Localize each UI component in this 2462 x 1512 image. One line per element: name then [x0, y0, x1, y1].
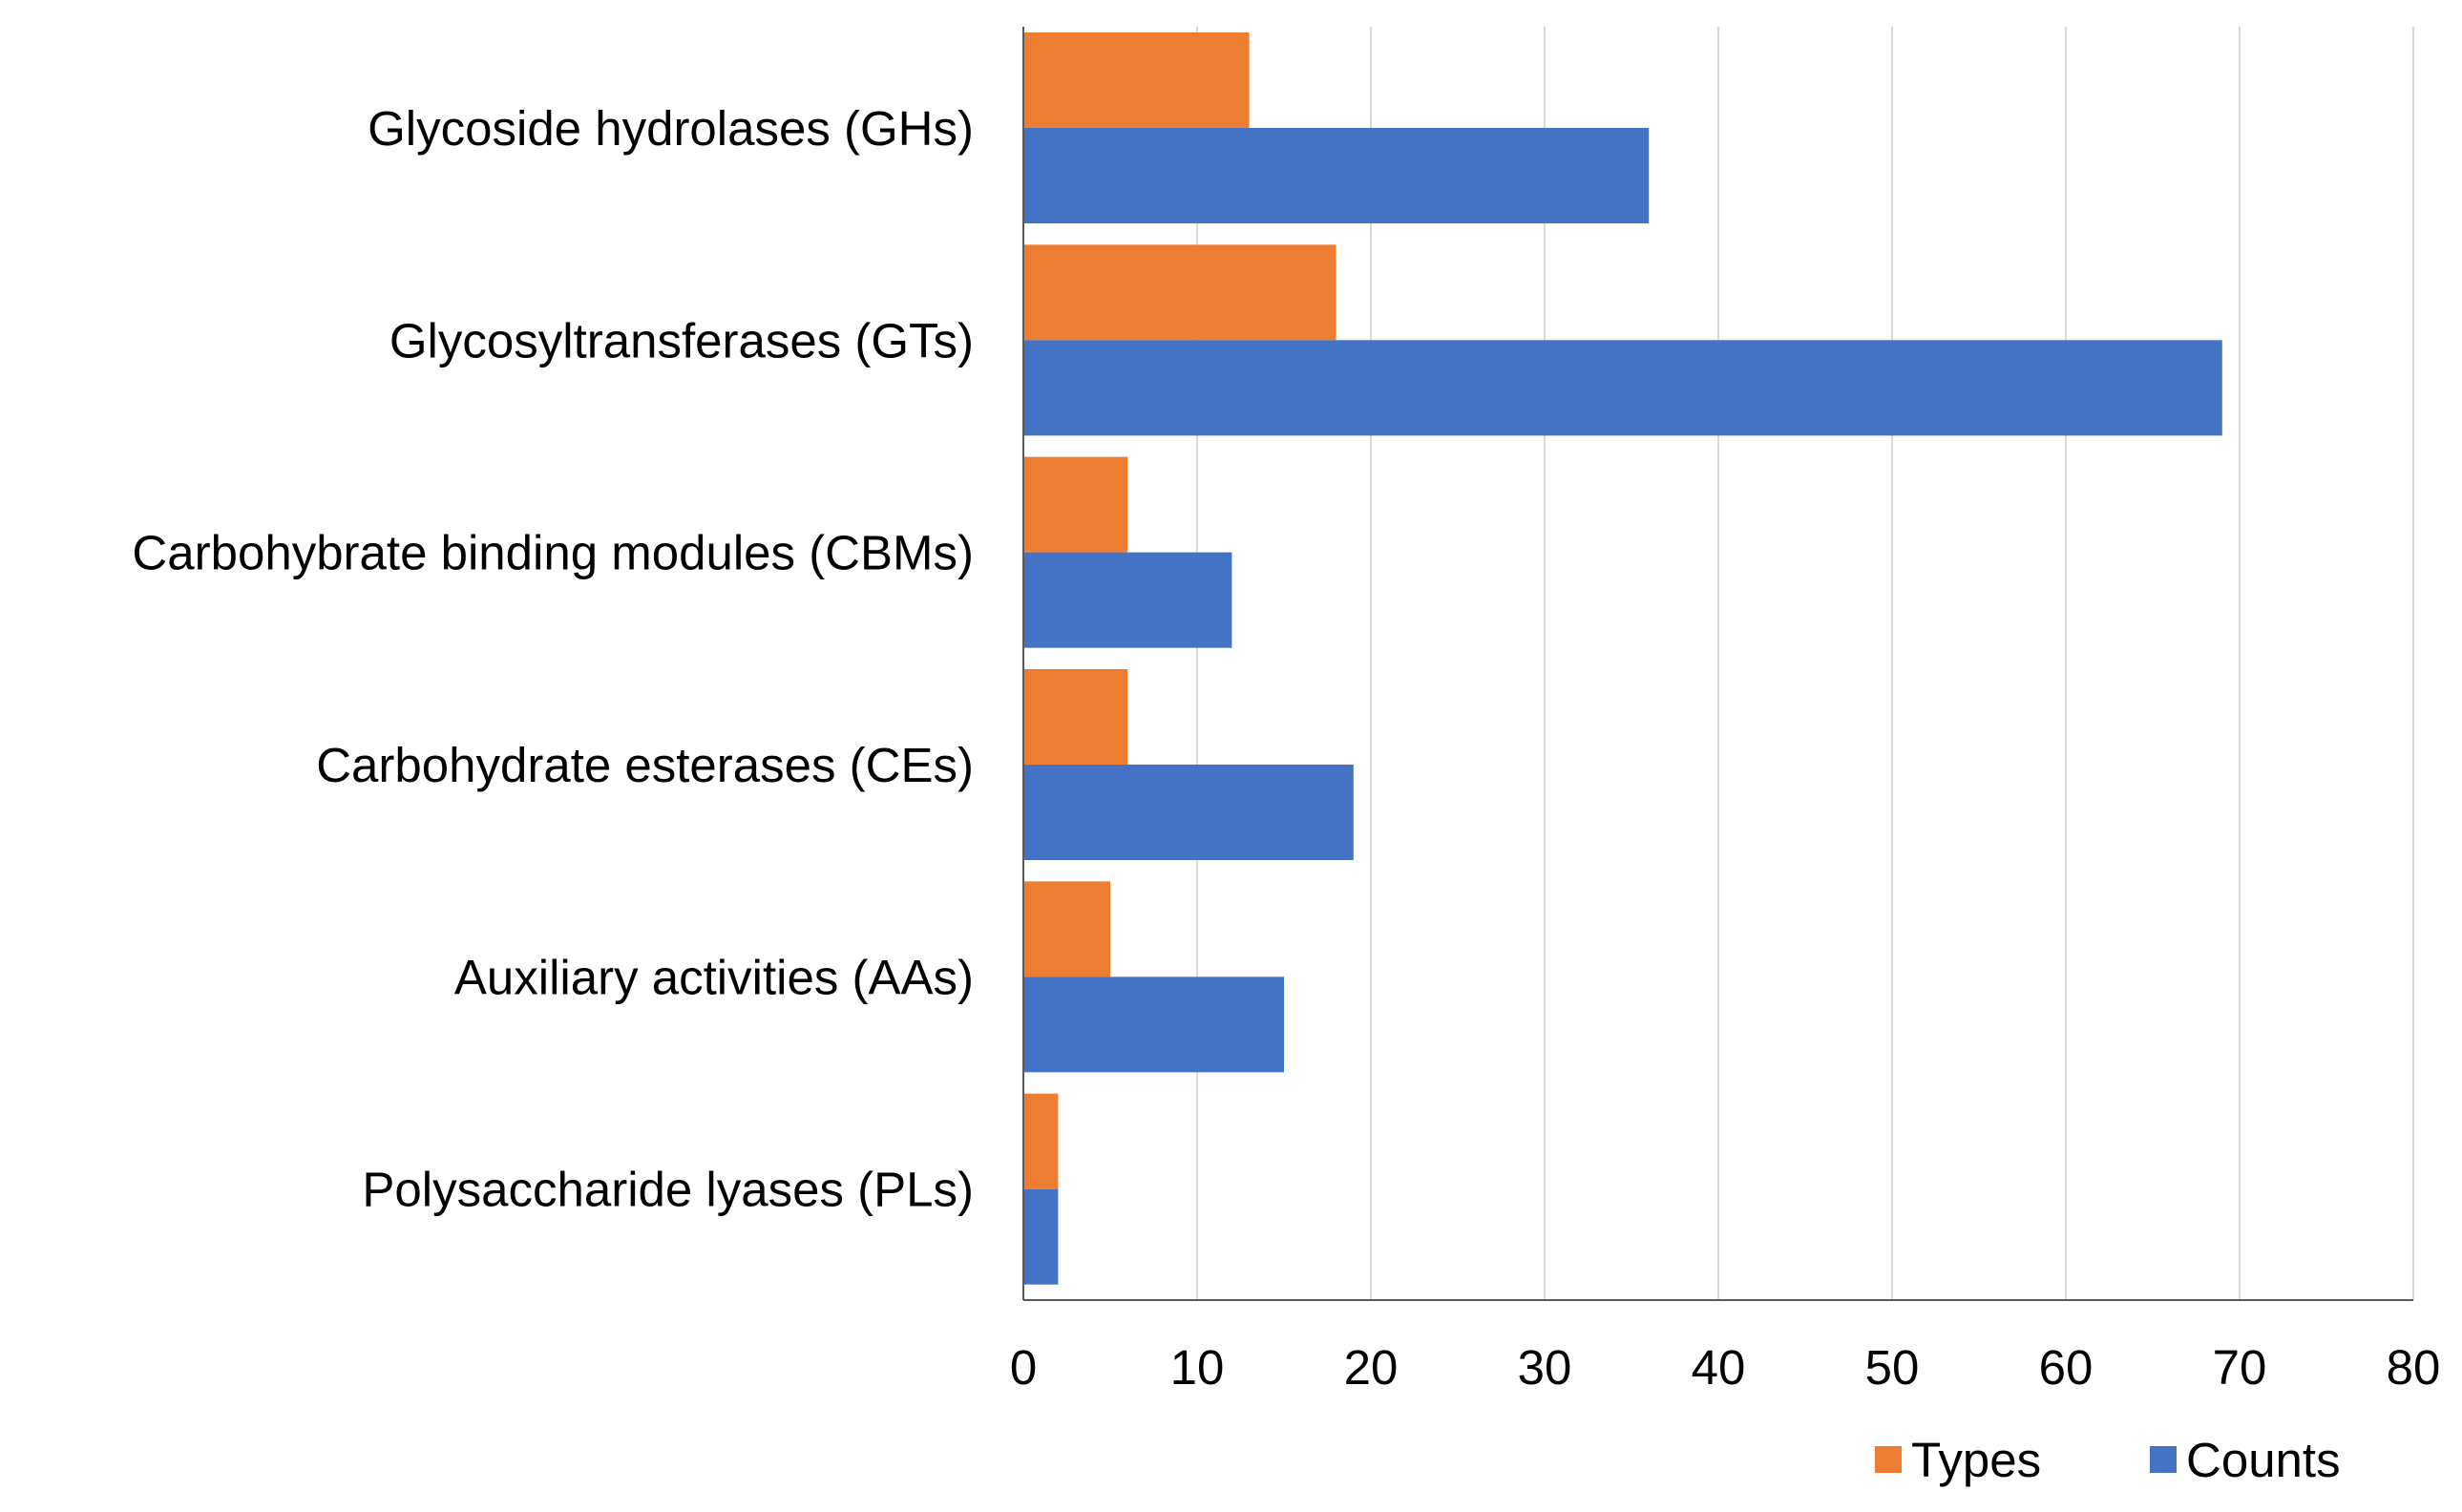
category-label-glycosyltransferases-gts: Glycosyltransferases (GTs) [389, 313, 974, 368]
category-labels: Glycoside hydrolases (GHs) Glycosyltransf… [132, 101, 974, 1217]
legend-swatch-types [1875, 1446, 1902, 1473]
bar-counts-carbohybrate-binding-modules-cbms [1023, 552, 1232, 648]
bar-types-glycoside-hydrolases-ghs [1023, 32, 1250, 128]
x-tick-label-40: 40 [1692, 1340, 1746, 1395]
bar-types-polysaccharide-lyases-pls [1023, 1093, 1059, 1189]
bar-counts-glycosyltransferases-gts [1023, 340, 2222, 436]
x-tick-label-20: 20 [1344, 1340, 1399, 1395]
bar-types-glycosyltransferases-gts [1023, 244, 1336, 341]
legend-swatch-counts [2150, 1446, 2177, 1473]
legend: Types Counts [1875, 1433, 2341, 1487]
gridlines [1196, 27, 2414, 1300]
x-tick-label-60: 60 [2039, 1340, 2094, 1395]
bar-counts-carbohydrate-esterases-ces [1023, 765, 1354, 860]
legend-label-counts: Counts [2186, 1433, 2341, 1487]
bar-types-auxiliary-activities-aas [1023, 881, 1110, 977]
bar-counts-polysaccharide-lyases-pls [1023, 1188, 1059, 1285]
bars [1023, 32, 2222, 1285]
x-tick-labels: 0 10 20 30 40 50 60 70 80 [1010, 1340, 2441, 1395]
category-label-carbohydrate-esterases-ces: Carbohydrate esterases (CEs) [316, 738, 974, 792]
bar-counts-auxiliary-activities-aas [1023, 976, 1284, 1073]
category-label-carbohybrate-binding-modules-cbms: Carbohybrate binding modules (CBMs) [132, 526, 974, 580]
axes [1022, 27, 2413, 1301]
x-tick-label-30: 30 [1518, 1340, 1572, 1395]
x-tick-label-70: 70 [2213, 1340, 2267, 1395]
legend-label-types: Types [1911, 1433, 2041, 1487]
x-tick-label-10: 10 [1170, 1340, 1225, 1395]
x-tick-label-50: 50 [1865, 1340, 1920, 1395]
bar-types-carbohydrate-esterases-ces [1023, 669, 1128, 765]
category-label-glycoside-hydrolases-ghs: Glycoside hydrolases (GHs) [368, 101, 974, 156]
bar-types-carbohybrate-binding-modules-cbms [1023, 456, 1128, 553]
x-tick-label-80: 80 [2387, 1340, 2441, 1395]
bar-counts-glycoside-hydrolases-ghs [1023, 128, 1650, 223]
category-label-polysaccharide-lyases-pls: Polysaccharide lyases (PLs) [362, 1163, 974, 1217]
category-label-auxiliary-activities-aas: Auxiliary activities (AAs) [454, 950, 974, 1004]
x-tick-label-0: 0 [1010, 1340, 1037, 1395]
